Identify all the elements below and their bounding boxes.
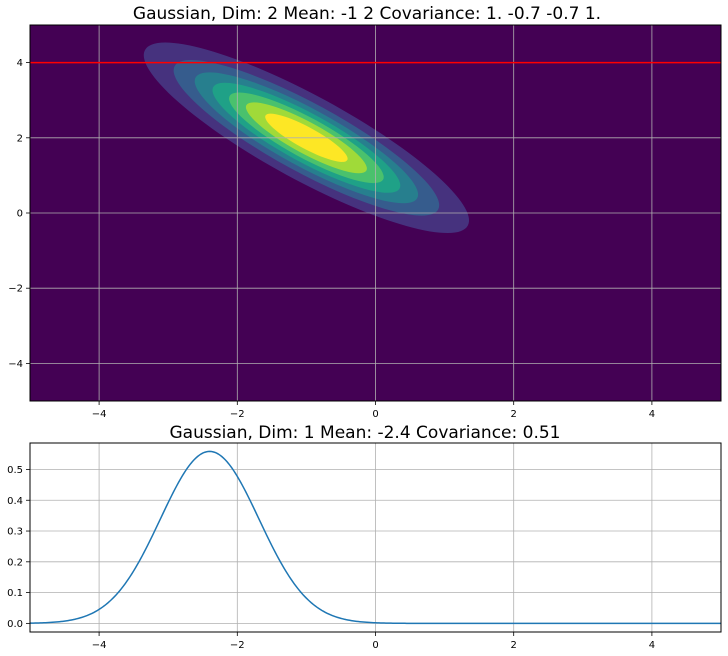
bottom-xtick-label: 2 (511, 640, 517, 651)
top-ytick-label: −2 (8, 284, 23, 295)
bottom-y-axis: 0.0 0.1 0.2 0.3 0.4 0.5 (7, 465, 30, 630)
top-xtick-label: 2 (511, 409, 517, 420)
top-xtick-label: 0 (372, 409, 378, 420)
top-ytick-label: −4 (8, 359, 23, 370)
bottom-ytick-label: 0.1 (7, 588, 23, 599)
top-ytick-label: 0 (17, 209, 23, 220)
bottom-line-plot: −4 −2 0 2 4 0.0 0.1 0.2 0.3 0.4 0.5 (7, 442, 722, 651)
bottom-xtick-label: 0 (372, 640, 378, 651)
top-gridlines (30, 25, 721, 401)
top-x-axis: −4 −2 0 2 4 (92, 401, 655, 420)
top-xtick-label: 4 (649, 409, 655, 420)
bottom-xtick-label: −4 (92, 640, 107, 651)
bottom-chart-title: Gaussian, Dim: 1 Mean: -2.4 Covariance: … (170, 423, 561, 443)
top-ytick-label: 4 (17, 58, 23, 69)
gaussian-1d-curve (30, 450, 721, 625)
top-contour-plot: −4 −2 0 2 4 −4 −2 0 2 4 (8, 24, 722, 420)
top-xtick-label: −4 (92, 409, 107, 420)
top-y-axis: −4 −2 0 2 4 (8, 58, 30, 370)
bottom-xtick-label: 4 (649, 640, 655, 651)
bottom-x-axis: −4 −2 0 2 4 (92, 632, 655, 651)
bottom-ytick-label: 0.4 (7, 496, 23, 507)
bottom-xtick-label: −2 (230, 640, 245, 651)
bottom-ytick-label: 0.3 (7, 527, 23, 538)
top-xtick-label: −2 (230, 409, 245, 420)
bottom-ytick-label: 0.0 (7, 619, 23, 630)
top-ytick-label: 2 (17, 133, 23, 144)
bottom-ytick-label: 0.2 (7, 557, 23, 568)
top-chart-title: Gaussian, Dim: 2 Mean: -1 2 Covariance: … (133, 4, 601, 24)
bottom-ytick-label: 0.5 (7, 465, 23, 476)
